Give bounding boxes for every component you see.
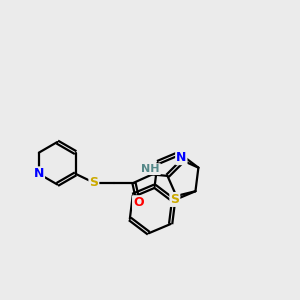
Text: NH: NH — [141, 164, 160, 174]
Text: N: N — [34, 167, 44, 180]
Text: S: S — [89, 176, 98, 189]
Text: S: S — [170, 193, 179, 206]
Text: N: N — [176, 151, 187, 164]
Text: O: O — [133, 196, 144, 209]
